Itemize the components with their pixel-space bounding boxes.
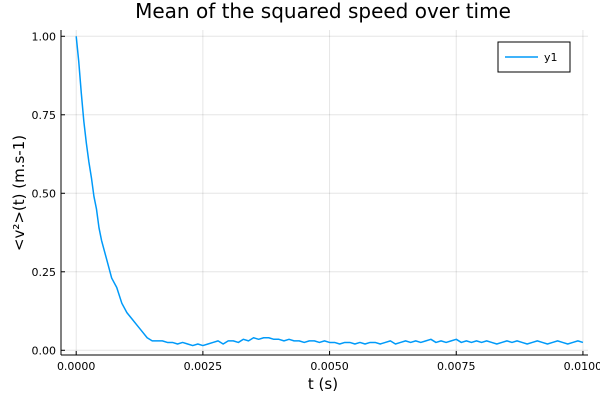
x-axis-label: t (s) — [308, 375, 338, 393]
y-tick-label: 0.75 — [32, 109, 57, 122]
y-tick-label: 0.25 — [32, 266, 57, 279]
y-tick-label: 0.50 — [32, 187, 57, 200]
x-tick-label: 0.0050 — [310, 360, 349, 373]
y-axis-label: <v²>(t) (m.s-1) — [10, 135, 28, 251]
x-tick-label: 0.0075 — [437, 360, 476, 373]
legend: y1 — [498, 42, 570, 72]
x-tick-label: 0.0025 — [184, 360, 223, 373]
x-tick-label: 0.0000 — [57, 360, 96, 373]
legend-label-y1: y1 — [544, 51, 558, 64]
chart-title: Mean of the squared speed over time — [135, 0, 511, 23]
y-tick-label: 0.00 — [32, 344, 57, 357]
y-tick-label: 1.00 — [32, 30, 57, 43]
x-tick-label: 0.0100 — [564, 360, 600, 373]
